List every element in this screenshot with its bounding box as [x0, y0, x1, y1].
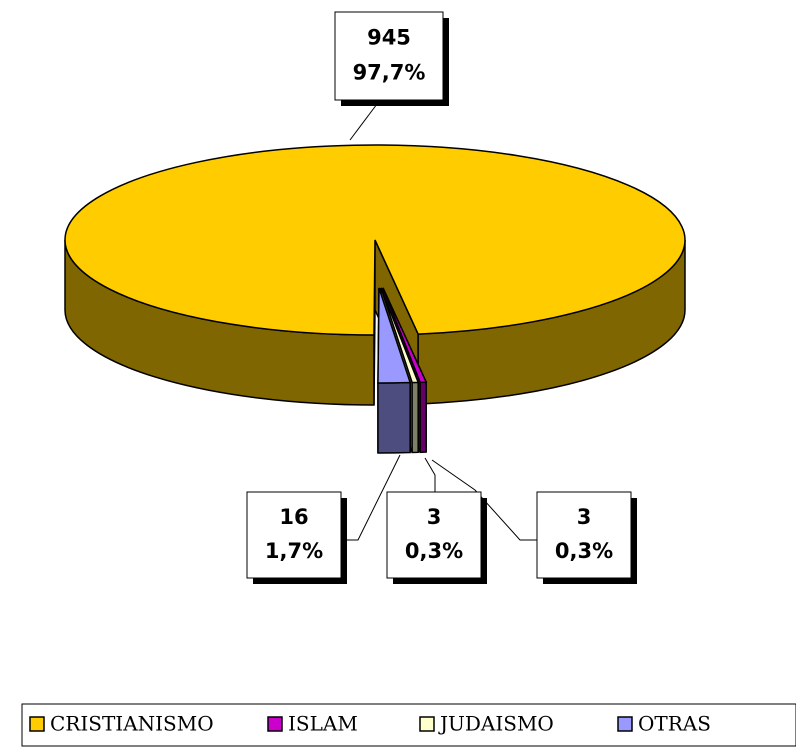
legend-swatch — [29, 716, 45, 732]
percent-label: 0,3% — [405, 539, 463, 563]
slice-top — [380, 287, 420, 384]
slice-wall — [377, 381, 411, 454]
slice — [64, 144, 686, 406]
slice-wall — [411, 381, 419, 454]
percent-label: 0,3% — [555, 539, 613, 563]
value-label: 3 — [577, 505, 592, 529]
legend-box — [21, 703, 796, 747]
leader-line — [424, 457, 436, 492]
value-label: 945 — [367, 25, 411, 49]
legend-label: CRISTIANISMO — [50, 712, 214, 736]
legend-label: ISLAM — [288, 712, 358, 736]
leader-line — [349, 99, 381, 141]
legend-swatch — [267, 716, 283, 732]
slice-top — [377, 287, 412, 384]
value-label: 3 — [427, 505, 442, 529]
slice-top — [382, 287, 428, 384]
percent-label: 1,7% — [265, 539, 323, 563]
slice-top — [64, 144, 686, 336]
legend-swatch — [617, 716, 633, 732]
slice — [377, 287, 412, 454]
leader-line — [431, 459, 537, 541]
legend-label: JUDAISMO — [438, 712, 554, 736]
value-label: 16 — [279, 505, 308, 529]
label-box — [536, 491, 632, 579]
label-box — [246, 491, 342, 579]
label-box — [386, 491, 482, 579]
label-box — [334, 11, 444, 101]
percent-label: 97,7% — [353, 61, 426, 85]
legend-swatch — [419, 716, 435, 732]
legend-label: OTRAS — [638, 712, 711, 736]
slice-wall — [419, 381, 427, 454]
